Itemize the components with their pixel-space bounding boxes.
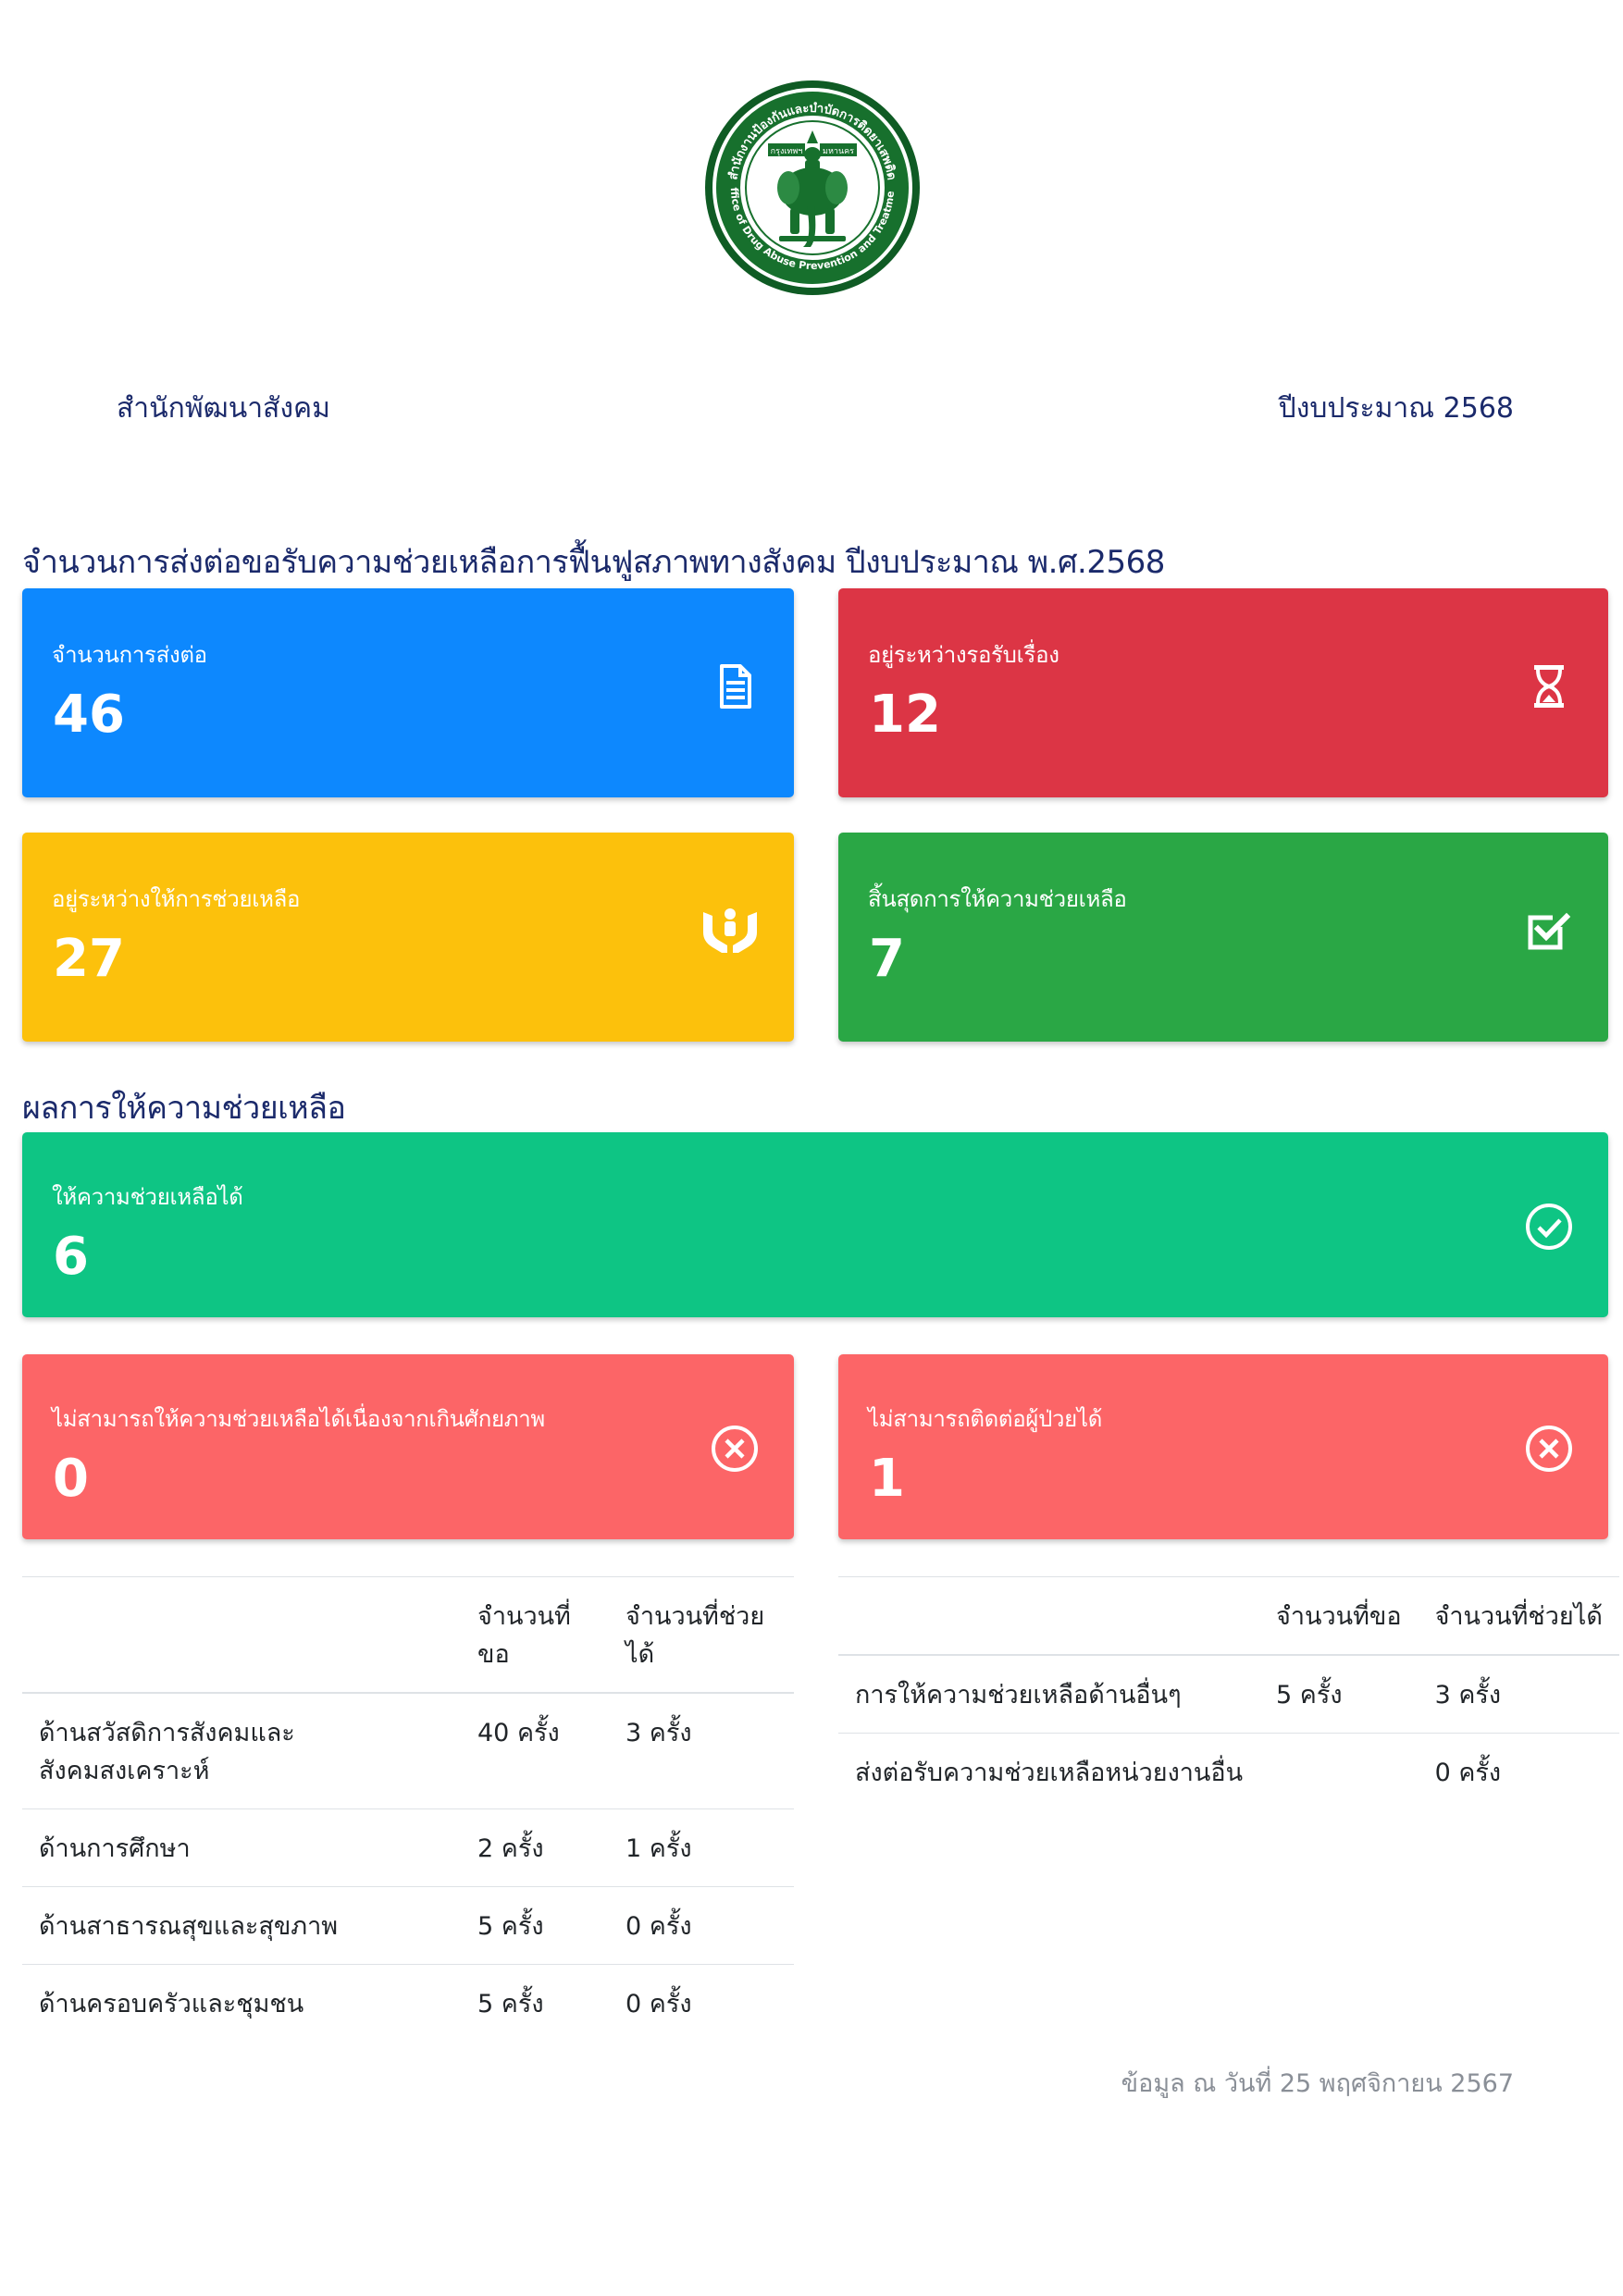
- card-no-contact-label: ไม่สามารถติดต่อผู้ป่วยได้: [868, 1406, 1102, 1432]
- card-pending-value: 12: [869, 685, 941, 745]
- results-section-title: ผลการให้ความช่วยเหลือ: [22, 1090, 346, 1127]
- table-cell-category: ด้านการศึกษา: [22, 1808, 461, 1887]
- table-row: ส่งต่อรับความช่วยเหลือหน่วยงานอื่น 0 ครั…: [838, 1733, 1619, 1810]
- table-cell-requested: 5 ครั้ง: [1259, 1654, 1419, 1734]
- table-cell-requested: 5 ครั้ง: [461, 1886, 609, 1965]
- card-in-progress-value: 27: [53, 929, 125, 989]
- card-referrals-value: 46: [53, 685, 125, 745]
- table-cell-helped: 3 ครั้ง: [609, 1692, 794, 1809]
- document-icon: [720, 664, 751, 709]
- card-pending: อยู่ระหว่างรอรับเรื่อง 12: [838, 588, 1608, 797]
- agency-seal-graphic: สำนักงานป้องกันและบำบัดการติดยาเสพติด Of…: [699, 69, 920, 295]
- table-header-row: จำนวนที่ขอ จำนวนที่ช่วยได้: [22, 1576, 794, 1694]
- table-header-requested: จำนวนที่ขอ: [461, 1576, 609, 1694]
- table-cell-category: ส่งต่อรับความช่วยเหลือหน่วยงานอื่น: [838, 1733, 1260, 1810]
- table-cell-helped: 0 ครั้ง: [1418, 1733, 1619, 1810]
- table-row: ด้านสาธารณสุขและสุขภาพ 5 ครั้ง 0 ครั้ง: [22, 1886, 794, 1965]
- table-cell-requested: 2 ครั้ง: [461, 1808, 609, 1887]
- checkbox-icon: [1528, 912, 1571, 950]
- other-assistance-table: จำนวนที่ขอ จำนวนที่ช่วยได้ การให้ความช่ว…: [838, 1576, 1619, 1810]
- organization-name: สำนักพัฒนาสังคม: [117, 392, 330, 425]
- card-beyond-capacity-label: ไม่สามารถให้ความช่วยเหลือได้เนื่องจากเกิ…: [52, 1406, 545, 1432]
- table-cell-helped: 0 ครั้ง: [609, 1886, 794, 1965]
- table-header-helped: จำนวนที่ช่วยได้: [609, 1576, 794, 1694]
- card-referrals: จำนวนการส่งต่อ 46: [22, 588, 794, 797]
- table-cell-category: การให้ความช่วยเหลือด้านอื่นๆ: [838, 1654, 1260, 1734]
- card-helped-label: ให้ความช่วยเหลือได้: [52, 1184, 243, 1210]
- card-no-contact: ไม่สามารถติดต่อผู้ป่วยได้ 1: [838, 1354, 1608, 1539]
- table-cell-helped: 0 ครั้ง: [609, 1964, 794, 2042]
- table-cell-category: ด้านครอบครัวและชุมชน: [22, 1964, 461, 2042]
- hands-helping-icon: [703, 908, 757, 953]
- table-header-requested: จำนวนที่ขอ: [1259, 1576, 1419, 1656]
- elephant-emblem-icon: [777, 130, 848, 247]
- table-header-row: จำนวนที่ขอ จำนวนที่ช่วยได้: [838, 1576, 1619, 1656]
- table-header-category: [838, 1576, 1260, 1656]
- agency-logo: สำนักงานป้องกันและบำบัดการติดยาเสพติด Of…: [699, 69, 922, 297]
- card-completed-label: สิ้นสุดการให้ความช่วยเหลือ: [868, 886, 1127, 912]
- table-row: ด้านการศึกษา 2 ครั้ง 1 ครั้ง: [22, 1808, 794, 1887]
- data-as-of-note: ข้อมูล ณ วันที่ 25 พฤศจิกายน 2567: [1121, 2069, 1514, 2098]
- card-in-progress-label: อยู่ระหว่างให้การช่วยเหลือ: [52, 886, 301, 912]
- card-beyond-capacity: ไม่สามารถให้ความช่วยเหลือได้เนื่องจากเกิ…: [22, 1354, 794, 1539]
- card-helped: ให้ความช่วยเหลือได้ 6: [22, 1132, 1608, 1317]
- table-row: ด้านสวัสดิการสังคมและสังคมสงเคราะห์ 40 ค…: [22, 1692, 794, 1809]
- card-pending-label: อยู่ระหว่างรอรับเรื่อง: [868, 642, 1059, 668]
- seal-banner-left: กรุงเทพฯ: [771, 147, 803, 156]
- card-in-progress: อยู่ระหว่างให้การช่วยเหลือ 27: [22, 833, 794, 1042]
- check-circle-icon: [1526, 1204, 1572, 1250]
- seal-banner-right: มหานคร: [823, 147, 854, 156]
- card-no-contact-value: 1: [869, 1449, 905, 1509]
- card-helped-value: 6: [53, 1227, 89, 1287]
- assistance-by-category-table: จำนวนที่ขอ จำนวนที่ช่วยได้ ด้านสวัสดิการ…: [22, 1576, 794, 2042]
- hourglass-icon: [1534, 665, 1564, 708]
- table-cell-requested: 5 ครั้ง: [461, 1964, 609, 2042]
- table-header-helped: จำนวนที่ช่วยได้: [1418, 1576, 1619, 1656]
- table-header-category: [22, 1576, 461, 1694]
- card-completed-value: 7: [869, 929, 905, 989]
- card-referrals-label: จำนวนการส่งต่อ: [52, 642, 207, 668]
- table-cell-helped: 3 ครั้ง: [1418, 1654, 1619, 1734]
- table-cell-requested: 40 ครั้ง: [461, 1692, 609, 1809]
- card-completed: สิ้นสุดการให้ความช่วยเหลือ 7: [838, 833, 1608, 1042]
- table-cell-requested: [1259, 1733, 1419, 1810]
- table-cell-category: ด้านสวัสดิการสังคมและสังคมสงเคราะห์: [22, 1692, 461, 1809]
- referral-section-title: จำนวนการส่งต่อขอรับความช่วยเหลือการฟื้นฟ…: [22, 544, 1165, 581]
- table-cell-helped: 1 ครั้ง: [609, 1808, 794, 1887]
- x-circle-icon: [712, 1426, 758, 1472]
- fiscal-year-label: ปีงบประมาณ 2568: [1278, 392, 1514, 425]
- x-circle-icon: [1526, 1426, 1572, 1472]
- table-row: ด้านครอบครัวและชุมชน 5 ครั้ง 0 ครั้ง: [22, 1964, 794, 2042]
- card-beyond-capacity-value: 0: [53, 1449, 89, 1509]
- table-row: การให้ความช่วยเหลือด้านอื่นๆ 5 ครั้ง 3 ค…: [838, 1654, 1619, 1734]
- table-cell-category: ด้านสาธารณสุขและสุขภาพ: [22, 1886, 461, 1965]
